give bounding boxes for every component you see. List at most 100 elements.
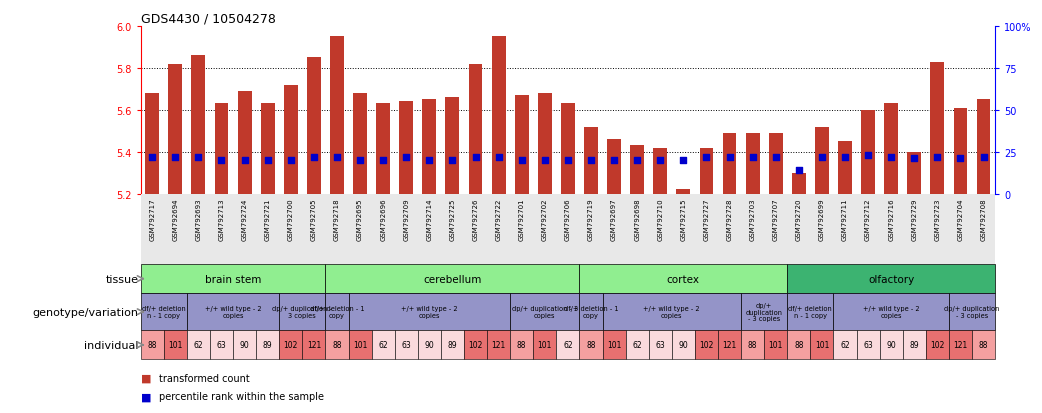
Text: GSM792705: GSM792705: [311, 198, 317, 240]
Text: dp/+
duplication
- 3 copies: dp/+ duplication - 3 copies: [746, 302, 783, 321]
Text: 102: 102: [283, 340, 298, 349]
Text: 63: 63: [655, 340, 665, 349]
FancyBboxPatch shape: [949, 293, 995, 331]
Text: 101: 101: [815, 340, 829, 349]
Text: GSM792696: GSM792696: [380, 198, 387, 240]
Text: GSM792699: GSM792699: [819, 198, 825, 240]
Text: GSM792725: GSM792725: [449, 198, 455, 240]
Text: GSM792708: GSM792708: [981, 198, 987, 240]
Text: GSM792723: GSM792723: [935, 198, 940, 240]
Text: tissue: tissue: [105, 274, 139, 284]
Bar: [722, 133, 737, 194]
FancyBboxPatch shape: [348, 331, 372, 359]
Text: 63: 63: [401, 340, 412, 349]
FancyBboxPatch shape: [741, 331, 764, 359]
Bar: [931, 62, 944, 194]
Text: GSM792694: GSM792694: [172, 198, 178, 240]
FancyBboxPatch shape: [302, 331, 325, 359]
Bar: [561, 104, 575, 194]
Point: [744, 154, 761, 161]
Text: 62: 62: [378, 340, 388, 349]
Text: 89: 89: [910, 340, 919, 349]
Text: 121: 121: [492, 340, 505, 349]
FancyBboxPatch shape: [857, 331, 879, 359]
FancyBboxPatch shape: [256, 331, 279, 359]
Text: GSM792715: GSM792715: [680, 198, 687, 240]
Bar: [769, 133, 783, 194]
Bar: [538, 94, 551, 194]
Bar: [515, 96, 528, 194]
Point: [190, 154, 206, 161]
Point: [560, 157, 576, 164]
FancyBboxPatch shape: [418, 331, 441, 359]
Text: transformed count: transformed count: [159, 373, 250, 383]
Text: 121: 121: [722, 340, 737, 349]
Text: GSM792698: GSM792698: [635, 198, 640, 240]
Point: [883, 154, 899, 161]
Text: cortex: cortex: [667, 274, 700, 284]
FancyBboxPatch shape: [764, 331, 788, 359]
Text: GDS4430 / 10504278: GDS4430 / 10504278: [141, 13, 275, 26]
FancyBboxPatch shape: [556, 331, 579, 359]
Text: GSM792712: GSM792712: [865, 198, 871, 240]
Bar: [169, 64, 182, 194]
FancyBboxPatch shape: [788, 265, 995, 293]
Bar: [330, 37, 344, 194]
FancyBboxPatch shape: [464, 331, 487, 359]
Text: 102: 102: [699, 340, 714, 349]
Point: [237, 157, 253, 164]
FancyBboxPatch shape: [487, 331, 511, 359]
Point: [837, 154, 853, 161]
Text: GSM792700: GSM792700: [288, 198, 294, 240]
Point: [582, 157, 599, 164]
FancyBboxPatch shape: [579, 293, 602, 331]
Text: GSM792704: GSM792704: [958, 198, 964, 240]
Text: 88: 88: [748, 340, 758, 349]
FancyBboxPatch shape: [741, 293, 788, 331]
FancyBboxPatch shape: [279, 293, 325, 331]
Point: [905, 156, 922, 162]
Point: [767, 154, 784, 161]
Point: [860, 152, 876, 159]
Point: [952, 156, 969, 162]
FancyBboxPatch shape: [649, 331, 672, 359]
Text: 90: 90: [678, 340, 688, 349]
Text: df/+ deletion
n - 1 copy: df/+ deletion n - 1 copy: [789, 306, 833, 318]
FancyBboxPatch shape: [187, 331, 209, 359]
Text: GSM792709: GSM792709: [403, 198, 410, 240]
FancyBboxPatch shape: [926, 331, 949, 359]
Point: [398, 154, 415, 161]
Text: genotype/variation: genotype/variation: [32, 307, 139, 317]
Text: 88: 88: [517, 340, 526, 349]
Text: GSM792717: GSM792717: [149, 198, 155, 240]
Bar: [607, 140, 621, 194]
FancyBboxPatch shape: [187, 293, 279, 331]
FancyBboxPatch shape: [788, 293, 834, 331]
Text: percentile rank within the sample: percentile rank within the sample: [159, 392, 324, 401]
Point: [467, 154, 483, 161]
FancyBboxPatch shape: [209, 331, 233, 359]
FancyBboxPatch shape: [602, 293, 741, 331]
Point: [328, 154, 345, 161]
FancyBboxPatch shape: [141, 331, 164, 359]
Point: [791, 167, 808, 174]
Text: 101: 101: [168, 340, 182, 349]
Bar: [283, 85, 298, 194]
Text: GSM792726: GSM792726: [472, 198, 478, 240]
FancyBboxPatch shape: [325, 331, 348, 359]
Text: +/+ wild type - 2
copies: +/+ wild type - 2 copies: [863, 306, 919, 318]
Text: GSM792714: GSM792714: [426, 198, 432, 240]
Bar: [953, 109, 967, 194]
Bar: [792, 173, 805, 194]
Text: 62: 62: [563, 340, 573, 349]
Bar: [376, 104, 390, 194]
Text: 88: 88: [978, 340, 988, 349]
Point: [652, 157, 669, 164]
FancyBboxPatch shape: [141, 293, 187, 331]
Bar: [676, 190, 690, 194]
Point: [167, 154, 183, 161]
Text: 102: 102: [468, 340, 482, 349]
Point: [421, 157, 438, 164]
Bar: [492, 37, 505, 194]
Bar: [815, 127, 828, 194]
